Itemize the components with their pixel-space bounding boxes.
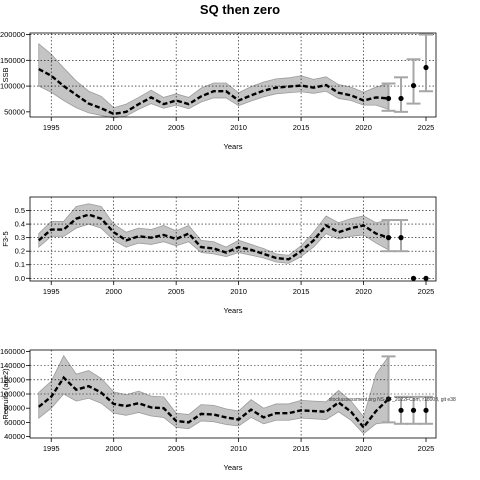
projection-point bbox=[410, 407, 417, 413]
y-tick-label: 160000 bbox=[0, 347, 25, 356]
y-tick-label: 100000 bbox=[0, 82, 25, 91]
x-tick-label: 1995 bbox=[43, 444, 60, 453]
x-tick-label: 1995 bbox=[43, 123, 60, 132]
projection-point bbox=[423, 407, 429, 413]
x-tick-label: 2020 bbox=[355, 123, 372, 132]
x-axis-label: Years bbox=[224, 142, 243, 151]
x-axis-label: Years bbox=[224, 306, 243, 315]
x-tick-label: 2005 bbox=[168, 287, 185, 296]
y-tick-label: 0.3 bbox=[15, 233, 25, 242]
panel-1: 1995 2000 2005 2010 2015 2020 2025 50000 100000 1… bbox=[0, 30, 437, 151]
x-tick-label: 2000 bbox=[105, 123, 122, 132]
data-point bbox=[385, 95, 392, 102]
y-tick-label: 0.2 bbox=[15, 247, 25, 256]
projection-point bbox=[410, 82, 417, 89]
confidence-band bbox=[38, 42, 389, 119]
y-tick-label: 150000 bbox=[0, 56, 25, 65]
y-axis-label: Recruits (age2) bbox=[1, 368, 10, 420]
y-tick-label: 60000 bbox=[4, 418, 25, 427]
y-axis-label: F3-5 bbox=[1, 231, 10, 246]
projection-point bbox=[410, 275, 417, 281]
plot-frame bbox=[29, 196, 437, 282]
y-tick-label: 200000 bbox=[0, 30, 25, 39]
y-tick-label: 0.0 bbox=[15, 274, 25, 283]
projection-point bbox=[398, 235, 404, 241]
x-tick-label: 2025 bbox=[418, 444, 435, 453]
confidence-band bbox=[38, 354, 389, 435]
y-tick-label: 0.5 bbox=[15, 206, 25, 215]
y-tick-label: 50000 bbox=[4, 107, 25, 116]
x-tick-label: 2020 bbox=[355, 287, 372, 296]
projection-point bbox=[398, 95, 404, 102]
panel-3: 1995 2000 2005 2010 2015 2020 2025 40000 60000 80… bbox=[0, 347, 456, 472]
chart-title: SQ then zero bbox=[199, 2, 281, 17]
y-tick-label: 100000 bbox=[0, 390, 25, 399]
x-tick-label: 2000 bbox=[105, 287, 122, 296]
y-tick-label: 140000 bbox=[0, 361, 25, 370]
x-tick-label: 2015 bbox=[293, 123, 310, 132]
x-tick-label: 2015 bbox=[293, 287, 310, 296]
x-tick-label: 2020 bbox=[355, 444, 372, 453]
x-tick-label: 2025 bbox=[418, 123, 435, 132]
y-tick-label: 0.1 bbox=[15, 260, 25, 269]
estimate-line bbox=[37, 375, 390, 430]
data-point bbox=[385, 235, 392, 241]
y-tick-label: 40000 bbox=[4, 432, 25, 441]
annotation-text: stockassessment.org NS-PF_2022FCom, r180… bbox=[329, 397, 456, 403]
x-tick-label: 2025 bbox=[418, 287, 435, 296]
x-tick-label: 2005 bbox=[168, 444, 185, 453]
confidence-band bbox=[38, 203, 389, 264]
x-tick-label: 2010 bbox=[230, 123, 247, 132]
y-tick-label: 0.4 bbox=[15, 220, 25, 229]
x-tick-label: 1995 bbox=[43, 287, 60, 296]
estimate-line bbox=[38, 68, 389, 116]
projection-point bbox=[423, 64, 429, 71]
x-tick-label: 2015 bbox=[293, 444, 310, 453]
panel-2: 1995 2000 2005 2010 2015 2020 2025 0.0 0.1 0.2 0.3… bbox=[1, 196, 437, 315]
x-tick-label: 2005 bbox=[168, 123, 185, 132]
plot-frame bbox=[29, 32, 437, 118]
projection-point bbox=[398, 407, 404, 413]
x-tick-label: 2000 bbox=[105, 444, 122, 453]
x-axis-label: Years bbox=[224, 463, 243, 472]
projection-point bbox=[423, 275, 429, 281]
data-point bbox=[385, 396, 392, 402]
y-axis-label: SSB bbox=[1, 67, 10, 82]
x-tick-label: 2010 bbox=[230, 444, 247, 453]
x-tick-label: 2010 bbox=[230, 287, 247, 296]
y-tick-label: 80000 bbox=[4, 404, 25, 413]
y-tick-label: 120000 bbox=[0, 375, 25, 384]
